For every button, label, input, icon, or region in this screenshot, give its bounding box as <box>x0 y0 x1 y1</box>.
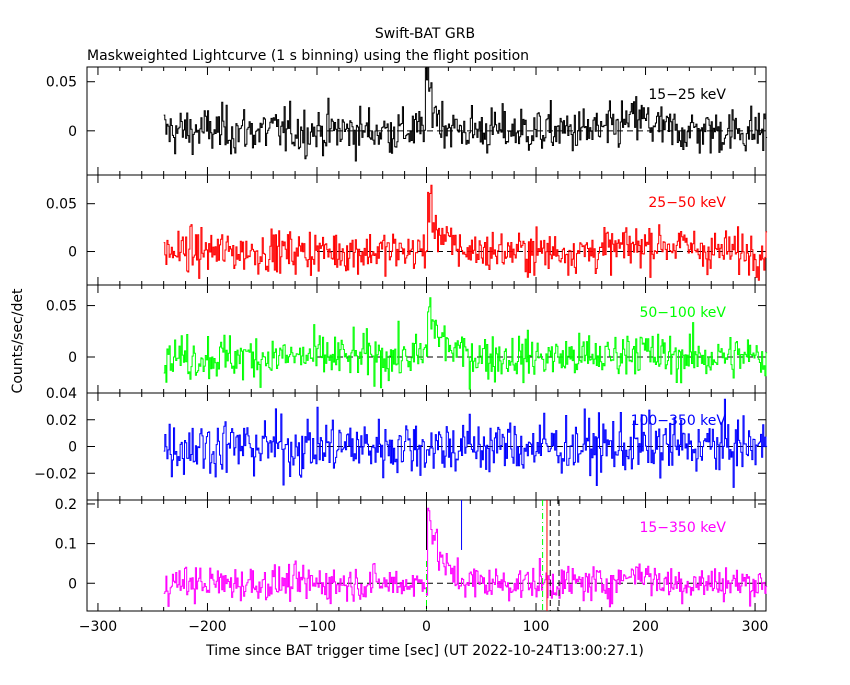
x-tick-label: 200 <box>632 619 659 635</box>
y-tick-label: 0.04 <box>46 386 77 402</box>
band-label: 15−25 keV <box>648 87 726 103</box>
x-tick-label: 300 <box>742 619 769 635</box>
y-tick-label: 0 <box>68 576 77 592</box>
x-tick-label: 0 <box>422 619 431 635</box>
y-tick-label: 0 <box>68 245 77 261</box>
panel-3: 0 0.05 50−100 keV <box>46 284 768 394</box>
y-tick-label: 0.05 <box>46 197 77 213</box>
y-axis-label: Counts/sec/det <box>10 288 26 393</box>
y-tick-label: 0 <box>68 350 77 366</box>
panel-4: −0.02 0 0.02 0.04 100−350 keV <box>34 386 768 501</box>
y-tick-label: 0.02 <box>46 413 77 429</box>
band-label: 100−350 keV <box>631 413 727 429</box>
x-tick-label: −300 <box>79 619 117 635</box>
x-tick-label: −100 <box>298 619 336 635</box>
y-tick-label: 0.2 <box>55 497 77 513</box>
y-tick-label: 0 <box>68 124 77 140</box>
x-tick-label: 100 <box>523 619 550 635</box>
panel-5: 0 0.1 0.2 15−350 keV <box>55 497 768 612</box>
y-tick-label: −0.02 <box>34 466 77 482</box>
chart-subtitle: Maskweighted Lightcurve (1 s binning) us… <box>87 48 529 64</box>
panel-2: 0 0.05 25−50 keV <box>46 174 768 286</box>
y-tick-label: 0 <box>68 440 77 456</box>
panel-1: 0 0.05 15−25 keV <box>46 66 768 176</box>
y-tick-label: 0.1 <box>55 537 77 553</box>
x-axis-label: Time since BAT trigger time [sec] (UT 20… <box>205 643 644 659</box>
lightcurve-series <box>163 398 768 488</box>
lightcurve-series <box>163 507 768 608</box>
band-label: 25−50 keV <box>648 195 726 211</box>
band-label: 15−350 keV <box>639 520 726 536</box>
lightcurve-series <box>163 184 768 281</box>
y-tick-label: 0.05 <box>46 75 77 91</box>
lightcurve-series <box>163 297 768 390</box>
chart-title: Swift-BAT GRB <box>375 26 475 42</box>
x-tick-label: −200 <box>188 619 226 635</box>
lightcurve-series <box>163 66 768 162</box>
panel-frame <box>86 284 767 394</box>
y-tick-label: 0.05 <box>46 299 77 315</box>
band-label: 50−100 keV <box>639 305 726 321</box>
